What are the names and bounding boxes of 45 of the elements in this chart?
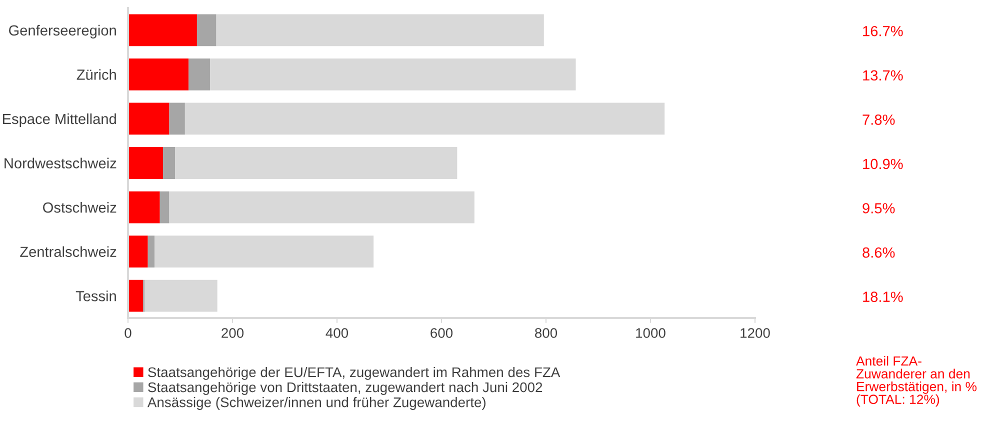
- text: 9.5%: [862, 203, 895, 214]
- legend-label: Staatsangehörige der EU/EFTA, zugewandert im Rahmen des FZA: [148, 366, 560, 380]
- bar: [216, 14, 544, 46]
- y-tick-label: Genferseeregion: [8, 24, 116, 38]
- bar: [148, 236, 155, 268]
- bar: [128, 280, 144, 312]
- x-tick-label: 600: [430, 328, 453, 338]
- bar: [128, 58, 189, 90]
- bar: [184, 102, 665, 135]
- text: 18.1%: [863, 292, 903, 302]
- y-tick-label: Tessin: [76, 290, 116, 302]
- bar: [154, 236, 374, 268]
- text: 7.8%: [862, 114, 895, 125]
- bar: [160, 191, 170, 224]
- x-tick-label: 0: [124, 328, 132, 338]
- y-tick-label: Zentralschweiz: [20, 246, 116, 257]
- bar: [175, 147, 458, 179]
- bar: [128, 14, 197, 46]
- legend-label: Staatsangehörige von Drittstaaten, zugewandert nach Juni 2002: [148, 382, 542, 395]
- x-tick-label: 800: [535, 328, 558, 338]
- y-tick-label: Zürich: [76, 69, 116, 80]
- bar: [128, 191, 160, 224]
- bar: [128, 102, 170, 135]
- y-tick-label: Espace Mittelland: [2, 113, 116, 128]
- text: 8.6%: [862, 247, 895, 258]
- bar: [210, 58, 576, 90]
- bar: [169, 102, 185, 135]
- text: 16.7%: [863, 26, 903, 36]
- x-tick-label: 1200: [740, 328, 770, 338]
- text: Anteil FZA- Zuwanderer an den Erwerbstätigen, in % (TOTAL: 12%): [856, 356, 977, 407]
- bar: [196, 14, 216, 46]
- bar: [128, 147, 164, 179]
- bar: [144, 280, 218, 312]
- x-tick-label: 200: [222, 328, 244, 338]
- bar: [163, 147, 176, 179]
- x-tick-label: 400: [326, 328, 348, 338]
- text: 10.9%: [863, 158, 903, 170]
- legend-label: Ansässige (Schweizer/innen und früher Zugewanderte): [147, 397, 486, 410]
- y-tick-label: Nordwestschweiz: [4, 158, 116, 168]
- bar: [169, 191, 474, 224]
- y-tick-label: Ostschweiz: [43, 202, 116, 213]
- bar: [128, 236, 148, 268]
- bar: [188, 58, 210, 90]
- text: 13.7%: [863, 70, 903, 81]
- x-tick-label: 1000: [636, 328, 666, 338]
